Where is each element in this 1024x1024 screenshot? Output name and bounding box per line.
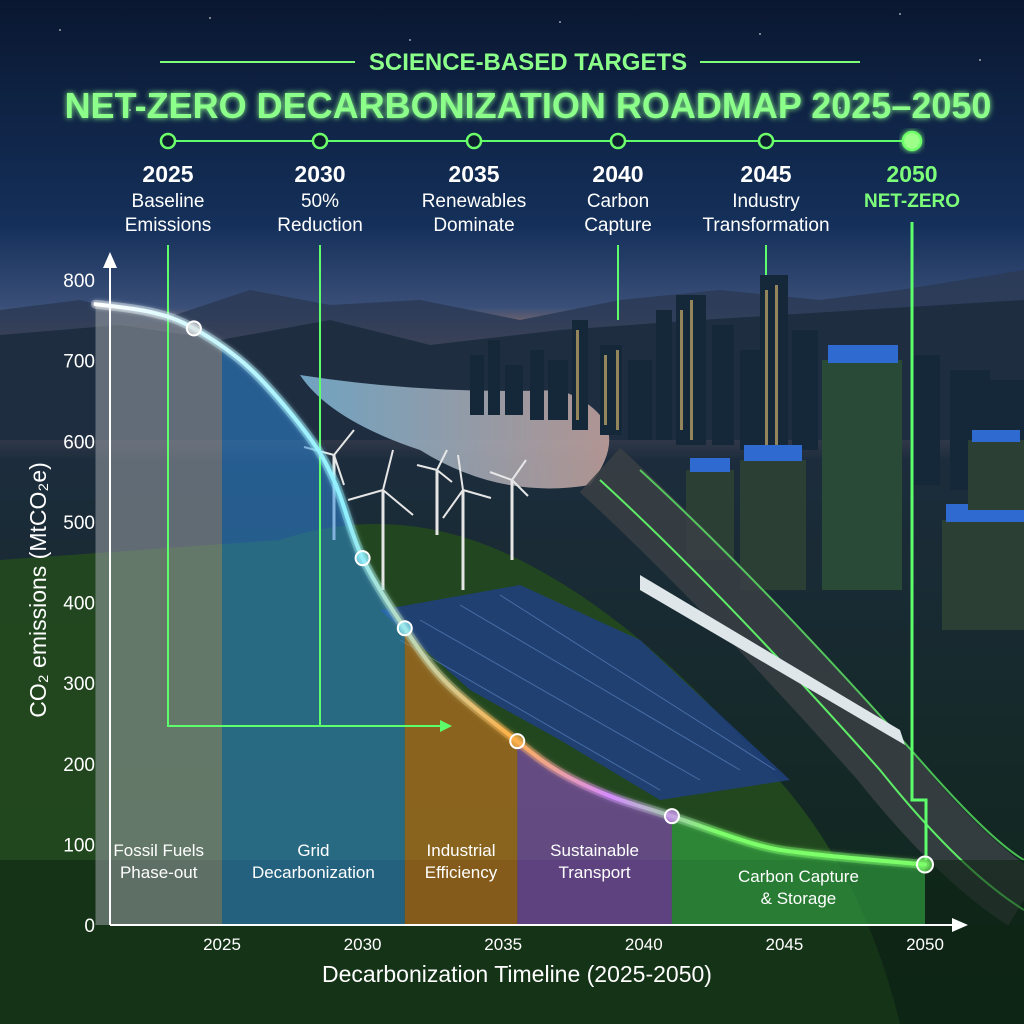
milestone-dot bbox=[311, 132, 329, 150]
x-tick-label: 2040 bbox=[625, 935, 663, 954]
milestone-year: 2050 bbox=[886, 161, 937, 187]
milestone-label: 50% bbox=[301, 191, 339, 212]
milestone-label: Capture bbox=[584, 215, 652, 236]
y-tick-label: 200 bbox=[63, 755, 95, 776]
phase-band bbox=[95, 304, 222, 925]
milestone-label: Industry bbox=[732, 191, 800, 212]
y-axis-arrow bbox=[103, 252, 117, 268]
connector-line bbox=[910, 222, 928, 860]
data-point bbox=[354, 550, 371, 567]
y-tick-label: 0 bbox=[84, 916, 95, 937]
phase-label: Sustainable bbox=[550, 841, 639, 860]
milestone-year: 2045 bbox=[740, 161, 791, 187]
milestone-points bbox=[185, 320, 934, 874]
milestone-year: 2025 bbox=[142, 161, 193, 187]
milestone-year: 2035 bbox=[448, 161, 499, 187]
x-axis-arrow bbox=[952, 918, 968, 932]
emissions-line bbox=[93, 302, 927, 867]
x-tick-label: 2050 bbox=[906, 935, 944, 954]
data-point bbox=[663, 808, 680, 825]
phase-label: Efficiency bbox=[425, 863, 498, 882]
y-tick-label: 300 bbox=[63, 674, 95, 695]
milestone-label: NET-ZERO bbox=[864, 191, 960, 212]
axes: 0 100 200 300 400 500 600 700 800 2025 2030 2035 204… bbox=[25, 252, 968, 987]
milestone-label: Emissions bbox=[125, 215, 212, 236]
data-point bbox=[185, 320, 202, 337]
y-tick-label: 500 bbox=[63, 513, 95, 534]
milestone-year: 2030 bbox=[294, 161, 345, 187]
milestone-label: Carbon bbox=[587, 191, 649, 212]
milestone-dot bbox=[465, 132, 483, 150]
connector-arrow bbox=[440, 720, 452, 732]
milestone-label: Dominate bbox=[433, 215, 514, 236]
data-point bbox=[916, 855, 934, 874]
y-tick-label: 100 bbox=[63, 835, 95, 856]
phase-label: & Storage bbox=[761, 889, 837, 908]
emissions-curve bbox=[91, 299, 930, 869]
milestone-connectors bbox=[167, 222, 928, 860]
phase-label: Fossil Fuels bbox=[113, 841, 204, 860]
milestone-dot bbox=[609, 132, 627, 150]
header-kicker: SCIENCE-BASED TARGETS bbox=[369, 49, 687, 76]
milestone-label: Renewables bbox=[422, 191, 527, 212]
milestone-year: 2040 bbox=[592, 161, 643, 187]
y-tick-label: 800 bbox=[63, 271, 95, 292]
phase-label: Industrial bbox=[427, 841, 496, 860]
milestone-dot bbox=[757, 132, 775, 150]
milestone-timeline: 2025 Baseline Emissions 2030 50% Reduction 203… bbox=[125, 130, 960, 236]
phase-label: Phase-out bbox=[120, 863, 198, 882]
x-tick-label: 2045 bbox=[765, 935, 803, 954]
phase-band bbox=[222, 348, 405, 925]
x-tick-label: 2025 bbox=[203, 935, 241, 954]
x-tick-label: 2030 bbox=[344, 935, 382, 954]
phase-band bbox=[671, 816, 925, 925]
phase-band bbox=[404, 628, 518, 925]
phase-label: Grid bbox=[297, 841, 329, 860]
milestone-label: Reduction bbox=[277, 215, 363, 236]
page-title: NET-ZERO DECARBONIZATION ROADMAP 2025–20… bbox=[65, 85, 992, 126]
x-tick-label: 2035 bbox=[484, 935, 522, 954]
y-tick-label: 700 bbox=[63, 352, 95, 373]
phase-label: Transport bbox=[559, 863, 631, 882]
y-tick-label: 400 bbox=[63, 594, 95, 615]
x-axis-title: Decarbonization Timeline (2025-2050) bbox=[322, 961, 712, 987]
y-tick-label: 600 bbox=[63, 432, 95, 453]
connector-line bbox=[167, 245, 448, 727]
milestone-label: Baseline bbox=[132, 191, 205, 212]
phase-band bbox=[517, 741, 672, 925]
phase-bands: Fossil Fuels Phase-out Grid Decarbonization… bbox=[95, 304, 925, 925]
milestone-dot bbox=[159, 132, 177, 150]
y-axis-title: CO₂ emissions (MtCO₂e) bbox=[25, 462, 51, 718]
header: SCIENCE-BASED TARGETS NET-ZERO DECARBONI… bbox=[65, 49, 992, 126]
milestone-label: Transformation bbox=[702, 215, 829, 236]
data-point bbox=[509, 733, 526, 750]
milestone-dot bbox=[901, 130, 923, 152]
data-point bbox=[396, 620, 413, 637]
phase-label: Decarbonization bbox=[252, 863, 375, 882]
phase-label: Carbon Capture bbox=[738, 867, 859, 886]
